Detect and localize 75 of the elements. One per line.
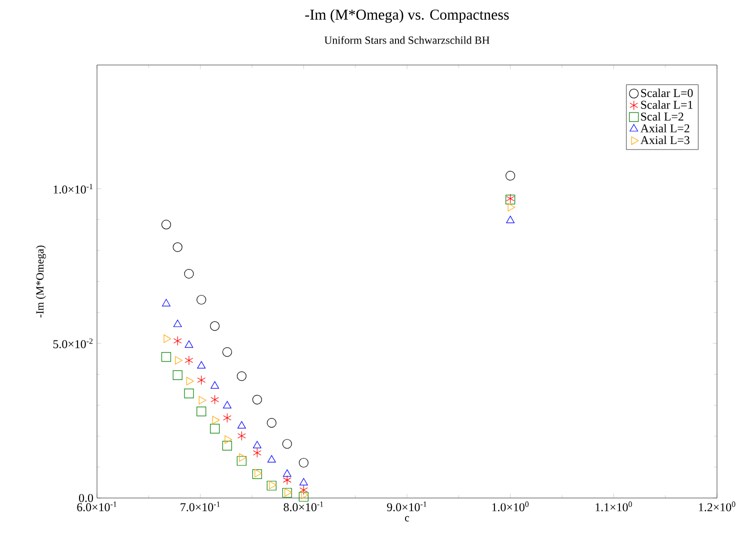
point — [252, 469, 262, 479]
point — [267, 455, 276, 463]
point — [301, 490, 308, 500]
point — [186, 376, 194, 386]
point — [506, 170, 516, 181]
point — [212, 416, 220, 424]
point — [173, 320, 182, 328]
legend-label: Axial L=3 — [640, 136, 690, 144]
point — [282, 439, 292, 449]
point — [252, 448, 262, 458]
point — [222, 347, 232, 357]
point — [223, 413, 232, 423]
point — [197, 361, 206, 368]
point — [239, 453, 246, 462]
point — [210, 424, 220, 434]
point — [282, 469, 292, 477]
point — [210, 394, 219, 404]
point — [266, 418, 276, 428]
y-axis-title: -Im (M*Omega) — [36, 246, 46, 318]
point — [237, 421, 246, 428]
point — [184, 356, 194, 366]
point — [254, 469, 262, 478]
legend-label: Axial L=2 — [640, 124, 690, 132]
point — [196, 294, 206, 305]
y-tick-label: 5.0×10$^{-2}$ — [53, 338, 93, 348]
chart-title: -Im (M*Omega) vs. Compactness — [305, 9, 509, 23]
point — [222, 440, 232, 451]
x-tick-label: 9.0×10$^{-1}$ — [387, 502, 426, 512]
point — [172, 370, 182, 380]
legend-label: Scalar L=0 — [641, 88, 693, 98]
x-tick-label: 1.0×10$^{0}$ — [492, 502, 529, 512]
point — [282, 488, 292, 498]
x-tick-label: 1.2×10$^{0}$ — [698, 502, 736, 512]
point — [161, 352, 172, 362]
y-tick-label: 0.0 — [78, 494, 94, 502]
point — [236, 371, 246, 381]
point — [196, 406, 206, 416]
point — [184, 340, 194, 348]
point — [298, 492, 308, 502]
point — [184, 388, 194, 398]
y-tick-label: 1.0×10$^{-1}$ — [54, 184, 92, 194]
point — [299, 485, 308, 495]
point — [252, 440, 262, 448]
x-tick-label: 8.0×10$^{-1}$ — [284, 502, 324, 512]
point — [236, 456, 246, 466]
point — [269, 480, 276, 490]
point — [210, 381, 219, 389]
point — [298, 458, 308, 468]
point — [299, 478, 308, 486]
point — [284, 488, 292, 497]
legend-label: Scalar L=1 — [641, 100, 693, 109]
point — [161, 220, 172, 230]
point — [162, 298, 170, 306]
point — [197, 375, 206, 385]
chart-subtitle: Uniform Stars and Schwarzschild BH — [324, 36, 490, 44]
point — [184, 268, 194, 279]
point — [173, 336, 182, 346]
x-tick-label: 6.0×10$^{-1}$ — [77, 502, 116, 512]
point — [198, 396, 206, 404]
point — [508, 203, 516, 212]
point — [164, 334, 172, 343]
point — [252, 394, 262, 404]
point — [172, 242, 182, 252]
point — [237, 431, 246, 441]
point — [224, 435, 232, 444]
legend-label: Scal L=2 — [641, 112, 684, 121]
point — [266, 480, 276, 490]
point — [506, 216, 515, 224]
point — [210, 321, 220, 331]
point — [223, 401, 232, 408]
x-tick-label: 1.1×10$^{0}$ — [596, 502, 632, 512]
x-tick-label: 7.0×10$^{-1}$ — [180, 502, 220, 512]
x-axis-title: c — [404, 516, 410, 522]
point — [175, 356, 182, 365]
point — [282, 475, 292, 485]
